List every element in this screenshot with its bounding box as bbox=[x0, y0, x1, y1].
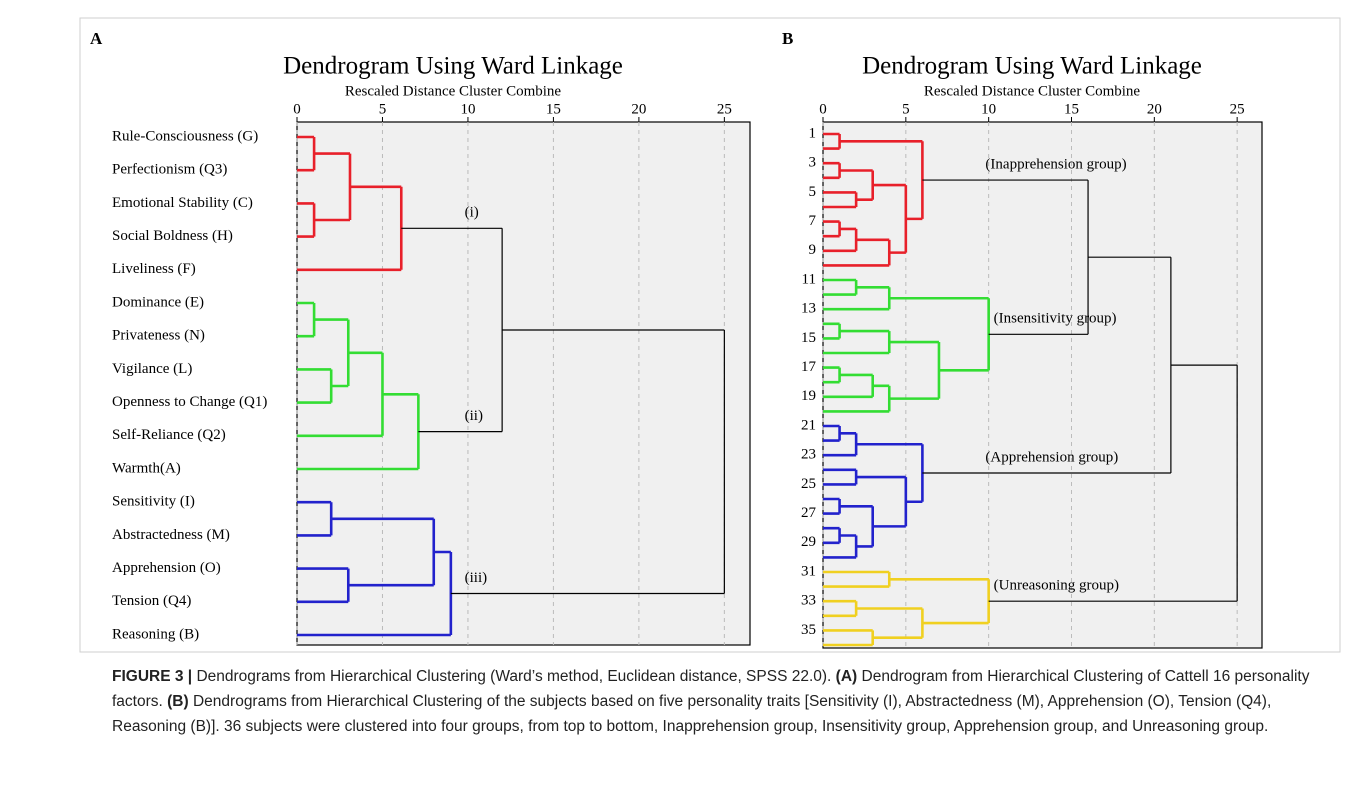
caption-text: Dendrogram from Hierarchical Clustering … bbox=[112, 668, 1310, 710]
leaf-label: 13 bbox=[801, 301, 816, 317]
leaf-label: Privateness (N) bbox=[112, 328, 205, 344]
cluster-label: (Unreasoning group) bbox=[994, 578, 1119, 594]
figure-frame bbox=[79, 17, 1341, 653]
leaf-label: 21 bbox=[801, 417, 816, 433]
leaf-label: Liveliness (F) bbox=[112, 261, 196, 277]
caption-text: Dendrograms from Hierarchical Clustering… bbox=[112, 693, 1272, 735]
x-tick-label: 10 bbox=[981, 101, 996, 117]
leaf-label: 3 bbox=[809, 155, 817, 171]
leaf-label: Emotional Stability (C) bbox=[112, 195, 253, 211]
leaf-label: 27 bbox=[801, 505, 817, 521]
x-tick-label: 5 bbox=[902, 101, 910, 117]
leaf-label: 11 bbox=[802, 271, 816, 287]
x-tick-label: 25 bbox=[1230, 101, 1245, 117]
cluster-label: (Insensitivity group) bbox=[994, 311, 1117, 327]
leaf-label: 19 bbox=[801, 388, 816, 404]
x-tick-label: 5 bbox=[379, 101, 387, 117]
x-tick-label: 20 bbox=[1147, 101, 1162, 117]
leaf-label: 7 bbox=[809, 213, 817, 229]
caption-text: FIGURE 3 | bbox=[112, 668, 193, 685]
plot-area bbox=[296, 121, 751, 646]
cluster-label: (ii) bbox=[465, 408, 483, 424]
leaf-label: Abstractedness (M) bbox=[112, 527, 230, 543]
leaf-label: 33 bbox=[801, 593, 816, 609]
leaf-label: Apprehension (O) bbox=[112, 560, 221, 576]
x-tick-label: 20 bbox=[631, 101, 646, 117]
panel-label: B bbox=[782, 29, 793, 48]
caption-text: (A) bbox=[835, 668, 858, 685]
cluster-label: (Apprehension group) bbox=[985, 449, 1118, 465]
leaf-label: Rule-Consciousness (G) bbox=[112, 128, 258, 144]
leaf-label: Tension (Q4) bbox=[112, 593, 191, 609]
figure-panels: A Dendrogram Using Ward Linkage Rescaled D… bbox=[79, 17, 1341, 653]
leaf-label: Sensitivity (I) bbox=[112, 494, 195, 510]
leaf-label: Social Boldness (H) bbox=[112, 228, 233, 244]
x-tick-label: 0 bbox=[819, 101, 827, 117]
leaf-label: Warmth(A) bbox=[112, 460, 181, 476]
leaf-label: 9 bbox=[809, 242, 817, 258]
chart-title: Dendrogram Using Ward Linkage bbox=[862, 53, 1202, 80]
x-tick-label: 10 bbox=[460, 101, 475, 117]
x-tick-label: 25 bbox=[717, 101, 732, 117]
cluster-label: (iii) bbox=[465, 570, 488, 586]
x-tick-label: 0 bbox=[293, 101, 301, 117]
leaf-label: Perfectionism (Q3) bbox=[112, 162, 227, 178]
leaf-label: 35 bbox=[801, 622, 816, 638]
chart-subtitle: Rescaled Distance Cluster Combine bbox=[924, 83, 1141, 99]
x-tick-label: 15 bbox=[546, 101, 561, 117]
leaf-label: 25 bbox=[801, 476, 816, 492]
chart-subtitle: Rescaled Distance Cluster Combine bbox=[345, 83, 562, 99]
leaf-label: 15 bbox=[801, 330, 816, 346]
leaf-label: Self-Reliance (Q2) bbox=[112, 427, 226, 443]
leaf-label: Openness to Change (Q1) bbox=[112, 394, 267, 410]
leaf-label: Dominance (E) bbox=[112, 294, 204, 310]
leaf-label: 1 bbox=[809, 125, 817, 141]
cluster-label: (Inapprehension group) bbox=[985, 157, 1126, 173]
x-tick-label: 15 bbox=[1064, 101, 1079, 117]
chart-title: Dendrogram Using Ward Linkage bbox=[283, 53, 623, 80]
panel-label: A bbox=[90, 29, 103, 48]
leaf-label: 29 bbox=[801, 534, 816, 550]
caption-text: (B) bbox=[167, 693, 189, 710]
plot-area bbox=[822, 121, 1263, 649]
leaf-label: 23 bbox=[801, 447, 816, 463]
leaf-label: Vigilance (L) bbox=[112, 361, 192, 377]
cluster-label: (i) bbox=[465, 205, 479, 221]
leaf-label: 17 bbox=[801, 359, 817, 375]
caption-text: Dendrograms from Hierarchical Clustering… bbox=[192, 668, 836, 685]
leaf-label: 31 bbox=[801, 563, 816, 579]
leaf-label: Reasoning (B) bbox=[112, 626, 199, 642]
leaf-label: 5 bbox=[809, 184, 817, 200]
figure-caption: FIGURE 3 | Dendrograms from Hierarchical… bbox=[112, 664, 1327, 739]
